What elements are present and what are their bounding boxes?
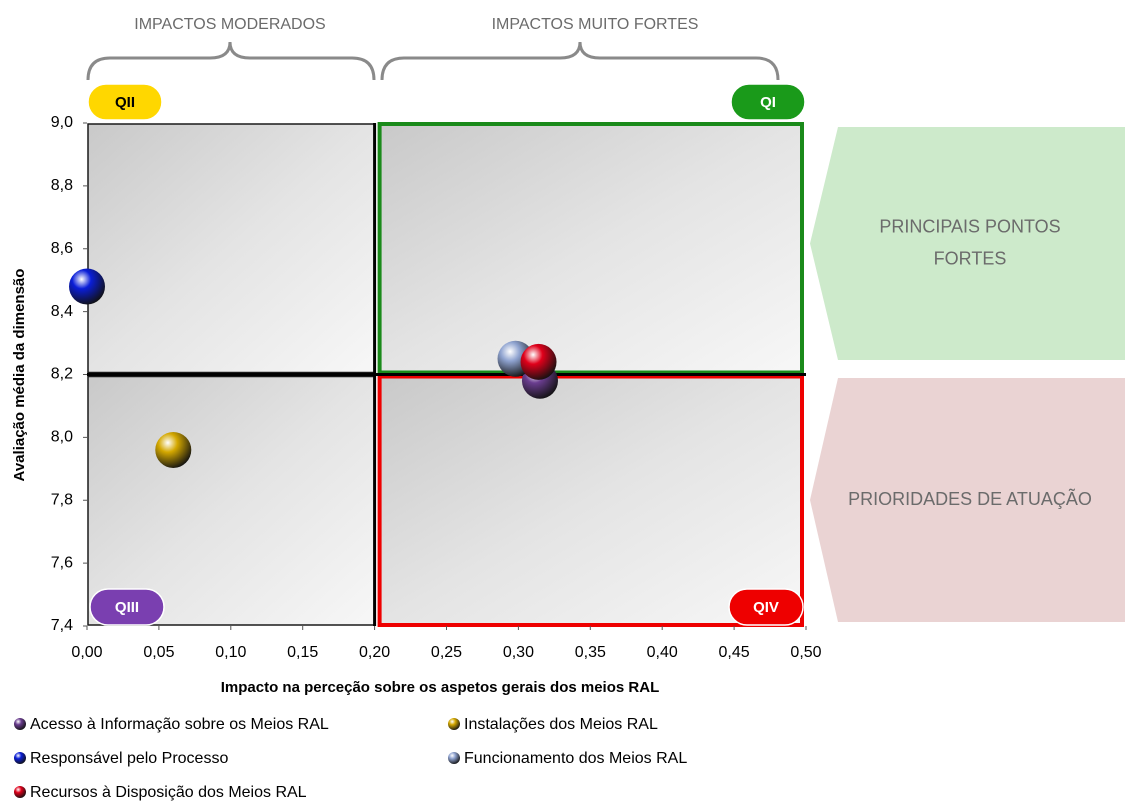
y-tick-label: 7,4: [51, 617, 73, 634]
quadrant: [377, 374, 804, 627]
x-tick-label: 0,40: [647, 644, 678, 661]
legend-label: Acesso à Informação sobre os Meios RAL: [30, 716, 329, 733]
quadrant-pill: [89, 588, 165, 626]
legend-label: Instalações dos Meios RAL: [464, 716, 658, 733]
x-tick-label: 0,05: [143, 644, 174, 661]
x-axis-title: Impacto na perceção sobre os aspetos ger…: [221, 679, 659, 696]
legend-label: Recursos à Disposição dos Meios RAL: [30, 784, 307, 801]
top-label: IMPACTOS MUITO FORTES: [492, 16, 699, 33]
legend-marker: [14, 718, 26, 730]
y-tick-label: 9,0: [51, 114, 73, 131]
side-arrow: [810, 378, 1125, 622]
x-tick-label: 0,25: [431, 644, 462, 661]
point: [520, 343, 557, 380]
legend-marker: [448, 752, 460, 764]
quadrant-label: QIV: [753, 599, 779, 616]
y-tick-label: 7,6: [51, 554, 73, 571]
y-tick-label: 8,0: [51, 429, 73, 446]
legend-marker: [448, 718, 460, 730]
side-arrow: [810, 127, 1125, 360]
quadrant-pill: [87, 83, 163, 121]
quadrant: [87, 123, 376, 374]
quadrant: [377, 122, 804, 375]
legend-marker: [14, 786, 26, 798]
quadrant-label: QII: [115, 94, 135, 111]
y-tick-label: 8,4: [51, 303, 73, 320]
y-axis-title: Avaliação média da dimensão: [11, 269, 28, 482]
x-tick-label: 0,50: [790, 644, 821, 661]
bracket: [86, 41, 376, 81]
x-tick-label: 0,15: [287, 644, 318, 661]
quadrant: [87, 375, 376, 626]
quadrant-pill: [730, 83, 806, 121]
quadrant-label: QIII: [115, 599, 139, 616]
quadrant-pill: [728, 588, 804, 626]
legend-marker: [14, 752, 26, 764]
point: [155, 431, 192, 468]
y-tick-label: 7,8: [51, 491, 73, 508]
legend-label: Responsável pelo Processo: [30, 750, 228, 767]
quadrant-label: QI: [760, 94, 776, 111]
bracket: [380, 41, 780, 81]
side-label: FORTES: [934, 248, 1007, 268]
x-tick-label: 0,30: [503, 644, 534, 661]
x-tick-label: 0,00: [71, 644, 102, 661]
y-tick-label: 8,2: [51, 366, 73, 383]
side-label: PRINCIPAIS PONTOS: [879, 216, 1060, 236]
x-tick-label: 0,20: [359, 644, 390, 661]
y-tick-label: 8,8: [51, 177, 73, 194]
top-label: IMPACTOS MODERADOS: [134, 16, 325, 33]
x-tick-label: 0,10: [215, 644, 246, 661]
x-tick-label: 0,35: [575, 644, 606, 661]
y-tick-label: 8,6: [51, 240, 73, 257]
x-tick-label: 0,45: [719, 644, 750, 661]
side-label: PRIORIDADES DE ATUAÇÃO: [848, 488, 1092, 509]
point: [69, 268, 105, 305]
legend-label: Funcionamento dos Meios RAL: [464, 750, 687, 767]
